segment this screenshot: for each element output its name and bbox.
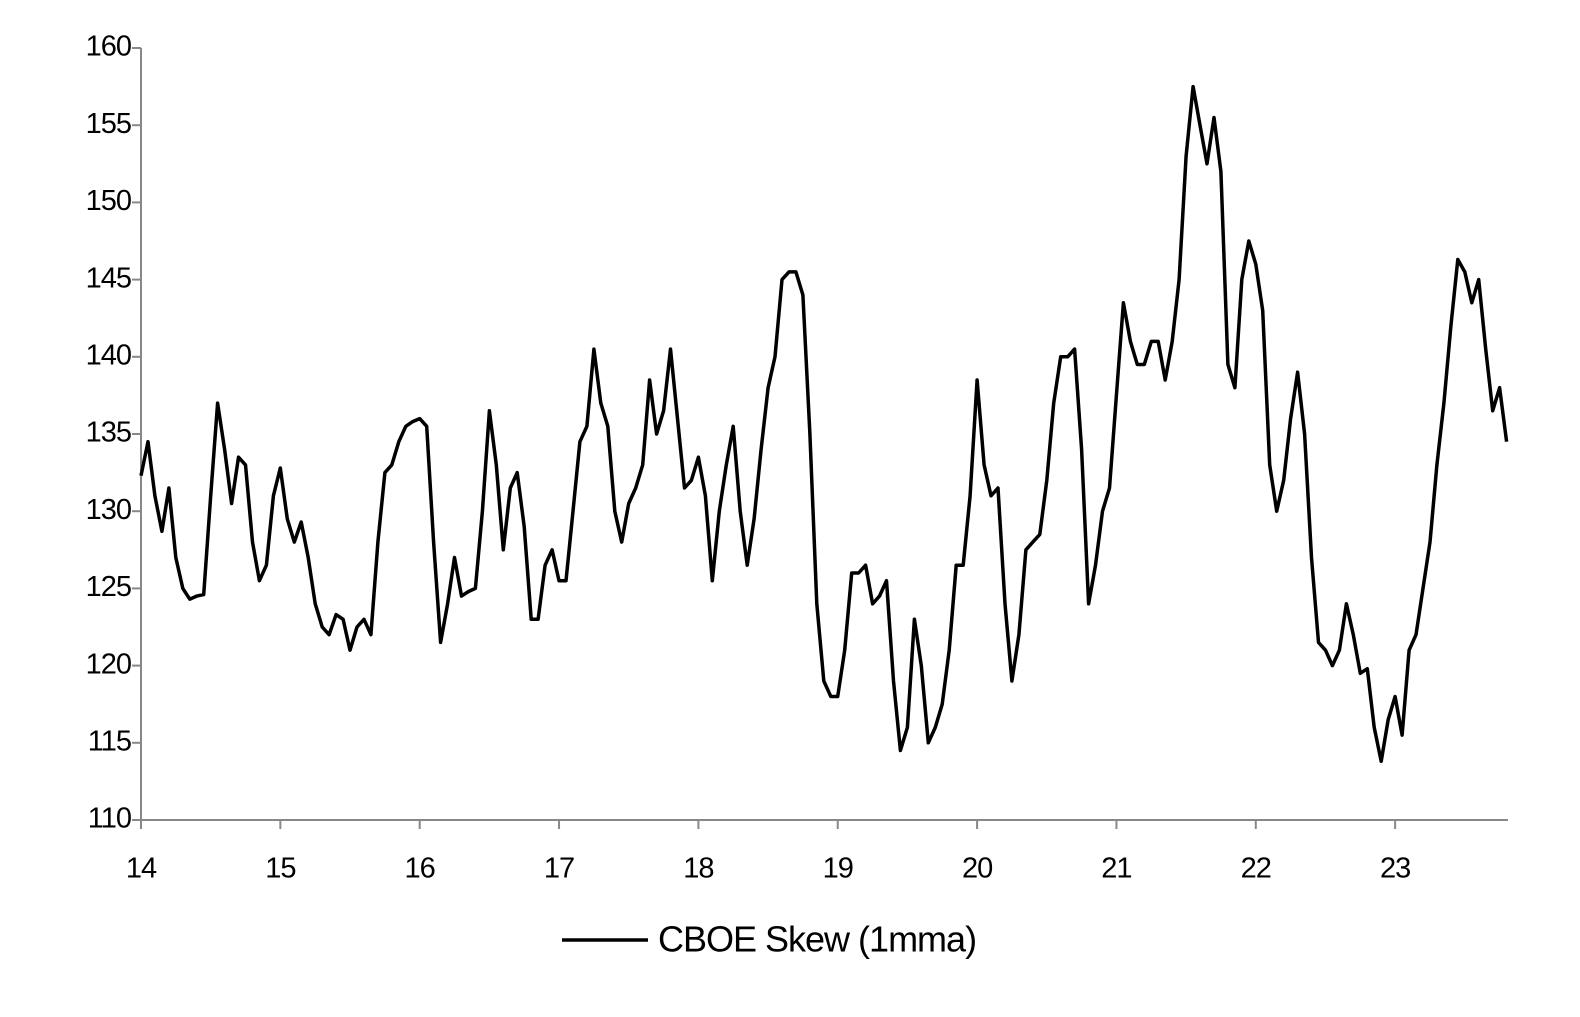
x-tick-label: 16 [405,853,435,885]
x-tick-label: 20 [962,853,992,885]
x-tick-label: 17 [544,853,574,885]
x-tick-label: 18 [683,853,713,885]
y-tick-label: 135 [86,417,131,449]
line [139,84,1509,764]
y-tick-label: 115 [88,725,131,757]
y-tick-label: 110 [88,803,131,835]
y-tick-label: 160 [86,31,131,63]
legend-label: CBOE Skew (1mma) [658,919,976,960]
x-tick-label: 21 [1101,853,1131,885]
x-tick-label: 22 [1241,853,1271,885]
y-tick-label: 150 [86,185,131,217]
x-tick-label: 14 [126,853,157,885]
x-tick-label: 15 [265,853,295,885]
y-tick-label: 120 [86,648,131,680]
x-tick-label: 23 [1380,853,1410,885]
y-tick-label: 145 [86,262,131,294]
y-tick-label: 140 [86,339,131,371]
x-tick-label: 19 [823,853,853,885]
y-tick-label: 125 [86,571,131,603]
y-tick-label: 130 [86,494,131,526]
y-tick-label: 155 [86,108,131,140]
